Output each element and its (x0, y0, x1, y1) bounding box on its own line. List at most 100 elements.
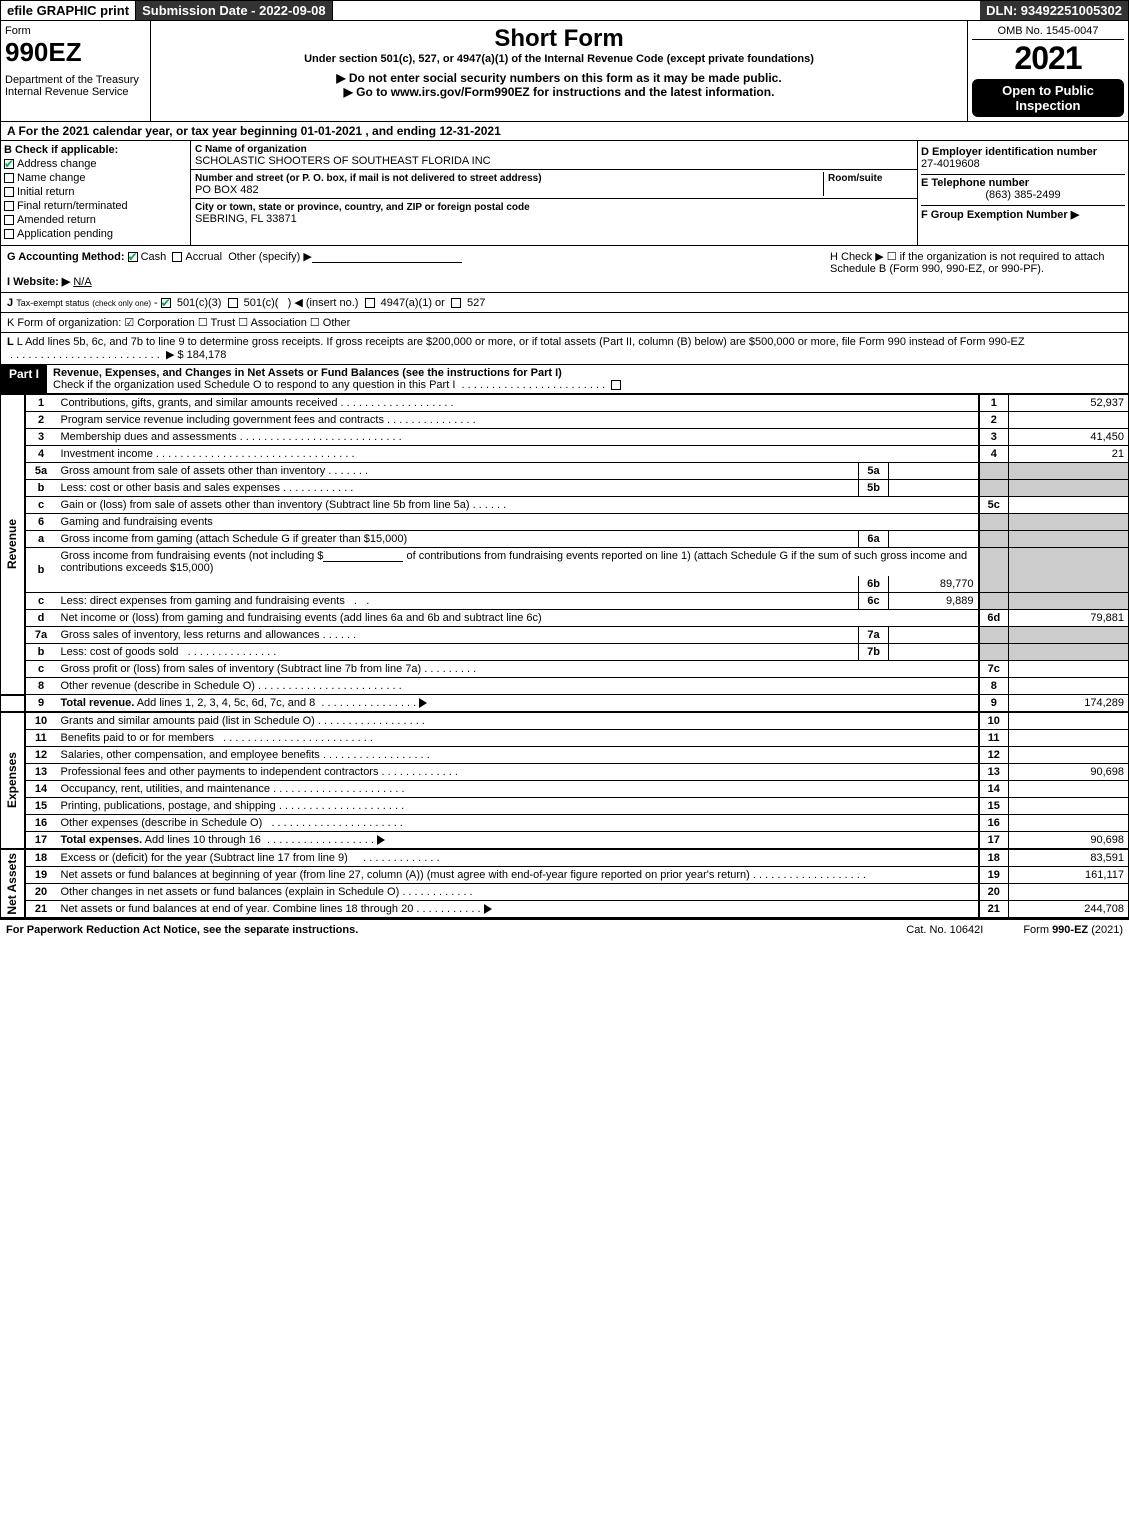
omb-number: OMB No. 1545-0047 (972, 25, 1124, 40)
line-desc: Contributions, gifts, grants, and simila… (61, 397, 338, 409)
c-name-label: C Name of organization (195, 144, 307, 155)
chk-label: Amended return (17, 214, 96, 226)
line-value: 21 (1009, 446, 1129, 463)
line-9: 9Total revenue. Add lines 1, 2, 3, 4, 5c… (1, 695, 1129, 713)
checkbox-icon[interactable] (4, 201, 14, 211)
l-value: ▶ $ 184,178 (166, 349, 226, 361)
b-label: B Check if applicable: (4, 144, 118, 156)
line-desc: Printing, publications, postage, and shi… (61, 800, 276, 812)
line-rnum: 20 (979, 884, 1009, 901)
line-value (1009, 678, 1129, 695)
line-desc: Other changes in net assets or fund bala… (61, 886, 400, 898)
i-label: I Website: ▶ (7, 276, 70, 288)
efile-label: efile GRAPHIC print (1, 1, 136, 20)
line-18: Net Assets 18Excess or (deficit) for the… (1, 849, 1129, 867)
line-desc: Grants and similar amounts paid (list in… (61, 715, 315, 727)
chk-label: Final return/terminated (17, 200, 128, 212)
page-footer: For Paperwork Reduction Act Notice, see … (0, 919, 1129, 940)
line-rnum: 4 (979, 446, 1009, 463)
checkbox-icon[interactable] (128, 252, 138, 262)
line-5c: cGain or (loss) from sale of assets othe… (1, 497, 1129, 514)
line-21: 21Net assets or fund balances at end of … (1, 901, 1129, 919)
line-16: 16Other expenses (describe in Schedule O… (1, 815, 1129, 832)
chk-final-return[interactable]: Final return/terminated (4, 200, 187, 212)
line-value (1009, 781, 1129, 798)
subline-label: 6c (859, 593, 889, 610)
chk-application-pending[interactable]: Application pending (4, 228, 187, 240)
f-label: F Group Exemption Number ▶ (921, 209, 1079, 221)
part-sub: Check if the organization used Schedule … (53, 379, 455, 391)
subline-value (889, 463, 979, 480)
chk-initial-return[interactable]: Initial return (4, 186, 187, 198)
line-rnum: 12 (979, 747, 1009, 764)
line-value (1009, 661, 1129, 678)
form-number: 990EZ (5, 37, 146, 68)
line-desc: Salaries, other compensation, and employ… (61, 749, 320, 761)
line-15: 15Printing, publications, postage, and s… (1, 798, 1129, 815)
chk-name-change[interactable]: Name change (4, 172, 187, 184)
line-13: 13 Professional fees and other payments t… (1, 764, 1129, 781)
line-17: 17Total expenses. Add lines 10 through 1… (1, 832, 1129, 850)
line-rnum: 13 (979, 764, 1009, 781)
line-3: 3Membership dues and assessments . . . .… (1, 429, 1129, 446)
cat-no: Cat. No. 10642I (866, 924, 1023, 936)
line-desc: Net assets or fund balances at end of ye… (61, 903, 414, 915)
line-5a: 5aGross amount from sale of assets other… (1, 463, 1129, 480)
subline-label: 5b (859, 480, 889, 497)
line-rnum: 2 (979, 412, 1009, 429)
dept-treasury: Department of the Treasury Internal Reve… (5, 74, 146, 98)
subline-label: 7a (859, 627, 889, 644)
header-left: Form 990EZ Department of the Treasury In… (1, 21, 151, 121)
checkbox-icon[interactable] (365, 298, 375, 308)
line-rnum: 6d (979, 610, 1009, 627)
chk-label: Name change (17, 172, 86, 184)
line-rnum: 19 (979, 867, 1009, 884)
checkbox-icon[interactable] (451, 298, 461, 308)
checkbox-icon[interactable] (172, 252, 182, 262)
line-value (1009, 412, 1129, 429)
line-desc: Excess or (deficit) for the year (Subtra… (61, 852, 348, 864)
line-6: 6Gaming and fundraising events (1, 514, 1129, 531)
line-desc: Professional fees and other payments to … (61, 766, 379, 778)
line-rnum: 11 (979, 730, 1009, 747)
chk-label: Address change (17, 158, 97, 170)
goto-link[interactable]: ▶ Go to www.irs.gov/Form990EZ for instru… (155, 85, 963, 99)
line-desc-bold: Total revenue. (61, 697, 135, 709)
line-desc: Less: cost or other basis and sales expe… (61, 482, 281, 494)
checkbox-icon[interactable] (228, 298, 238, 308)
line-rnum: 17 (979, 832, 1009, 850)
checkbox-icon[interactable] (4, 173, 14, 183)
checkbox-icon[interactable] (4, 159, 14, 169)
city-value: SEBRING, FL 33871 (195, 213, 297, 225)
chk-label: Application pending (17, 228, 113, 240)
chk-amended-return[interactable]: Amended return (4, 214, 187, 226)
line-value: 83,591 (1009, 849, 1129, 867)
line-desc: Other revenue (describe in Schedule O) (61, 680, 255, 692)
checkbox-icon[interactable] (4, 187, 14, 197)
revenue-label: Revenue (5, 519, 19, 569)
checkbox-icon[interactable] (161, 298, 171, 308)
line-value (1009, 712, 1129, 730)
line-desc: Occupancy, rent, utilities, and maintena… (61, 783, 271, 795)
subline-value (889, 480, 979, 497)
checkbox-icon[interactable] (4, 229, 14, 239)
top-bar: efile GRAPHIC print Submission Date - 20… (0, 0, 1129, 21)
website-value: N/A (73, 276, 91, 288)
line-value (1009, 815, 1129, 832)
d-label: D Employer identification number (921, 146, 1097, 158)
spacer (333, 1, 981, 20)
line-7c: cGross profit or (loss) from sales of in… (1, 661, 1129, 678)
line-desc: Gross sales of inventory, less returns a… (61, 629, 320, 641)
line-desc: Gross profit or (loss) from sales of inv… (61, 663, 422, 675)
part-heading: Revenue, Expenses, and Changes in Net As… (53, 367, 562, 379)
other-blank[interactable] (312, 252, 462, 263)
checkbox-icon[interactable] (611, 380, 621, 390)
line-7b: bLess: cost of goods sold . . . . . . . … (1, 644, 1129, 661)
line-rnum: 1 (979, 395, 1009, 412)
line-8: 8Other revenue (describe in Schedule O) … (1, 678, 1129, 695)
checkbox-icon[interactable] (4, 215, 14, 225)
chk-address-change[interactable]: Address change (4, 158, 187, 170)
subline-label: 7b (859, 644, 889, 661)
subline-label: 5a (859, 463, 889, 480)
line-rnum: 16 (979, 815, 1009, 832)
